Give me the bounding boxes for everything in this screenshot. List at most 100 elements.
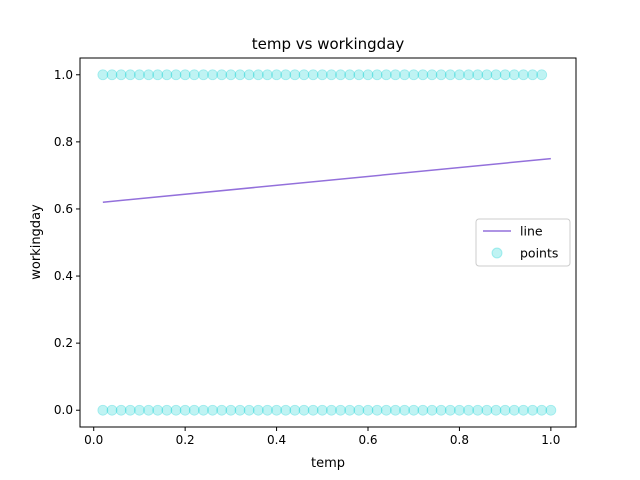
scatter-point <box>417 404 429 416</box>
scatter-point <box>344 69 356 81</box>
chart-title: temp vs workingday <box>252 35 405 53</box>
y-tick-label: 0.8 <box>54 135 73 149</box>
scatter-point <box>435 69 447 81</box>
scatter-point <box>262 69 273 81</box>
scatter-point <box>536 69 548 81</box>
scatter-point <box>527 404 538 416</box>
scatter-point <box>170 404 182 416</box>
scatter-point <box>508 404 520 416</box>
scatter-point <box>380 69 392 81</box>
scatter-point <box>225 404 237 416</box>
scatter-point <box>179 404 191 416</box>
x-tick-label: 0.8 <box>450 433 469 447</box>
scatter-point <box>143 404 154 416</box>
scatter-point <box>161 404 173 416</box>
x-axis-label: temp <box>311 456 345 471</box>
scatter-point <box>271 69 282 81</box>
legend-line-label: line <box>520 224 543 239</box>
scatter-point <box>426 69 438 81</box>
scatter-point <box>143 69 154 81</box>
scatter-point <box>390 404 401 416</box>
scatter-point <box>353 404 365 416</box>
scatter-point <box>444 69 456 81</box>
scatter-point <box>463 404 474 416</box>
scatter-point <box>316 404 328 416</box>
y-axis: 0.0 0.2 0.4 0.6 0.8 1.0 <box>54 68 80 417</box>
legend-points-swatch <box>491 247 503 259</box>
scatter-point <box>298 404 310 416</box>
scatter-point <box>106 69 118 81</box>
y-tick-label: 0.6 <box>54 202 73 216</box>
scatter-point <box>362 404 374 416</box>
scatter-point <box>207 404 218 416</box>
scatter-point <box>252 404 264 416</box>
axes-frame <box>79 57 577 428</box>
scatter-point <box>326 69 337 81</box>
x-tick-label: 1.0 <box>541 433 560 447</box>
scatter-point <box>262 404 273 416</box>
scatter-point <box>408 69 420 81</box>
scatter-point <box>307 69 319 81</box>
scatter-point <box>243 404 255 416</box>
scatter-point <box>106 404 118 416</box>
scatter-point <box>454 404 465 416</box>
scatter-point <box>435 404 447 416</box>
scatter-point <box>289 404 301 416</box>
scatter-point <box>234 69 246 81</box>
scatter-point <box>216 69 228 81</box>
x-axis: 0.0 0.2 0.4 0.6 0.8 1.0 <box>84 427 560 447</box>
scatter-point <box>124 404 136 416</box>
scatter-point <box>499 69 511 81</box>
scatter-point <box>417 69 429 81</box>
scatter-point <box>170 69 182 81</box>
scatter-point <box>307 404 319 416</box>
scatter-point <box>463 69 474 81</box>
scatter-point <box>390 69 401 81</box>
x-tick-label: 0.2 <box>176 433 195 447</box>
scatter-point <box>454 69 465 81</box>
y-tick-label: 1.0 <box>54 68 73 82</box>
scatter-point <box>134 69 145 81</box>
scatter-point <box>280 69 292 81</box>
scatter-point <box>408 404 420 416</box>
scatter-point <box>481 69 493 81</box>
scatter-point <box>371 69 383 81</box>
legend-points-label: points <box>520 246 558 261</box>
trend-line <box>102 157 551 203</box>
scatter-point <box>124 69 136 81</box>
scatter-point <box>335 404 346 416</box>
scatter-point <box>444 404 456 416</box>
scatter-point <box>97 404 109 416</box>
scatter-point <box>134 404 145 416</box>
scatter-point <box>472 404 484 416</box>
scatter-point <box>380 404 392 416</box>
scatter-point <box>280 404 292 416</box>
scatter-point <box>353 69 365 81</box>
x-tick-label: 0.6 <box>358 433 377 447</box>
scatter-point <box>161 69 173 81</box>
y-tick-label: 0.0 <box>54 403 73 417</box>
scatter-point <box>508 69 520 81</box>
scatter-point <box>362 69 374 81</box>
scatter-point <box>298 69 310 81</box>
x-tick-label: 0.0 <box>84 433 103 447</box>
scatter-point <box>399 69 410 81</box>
scatter-point <box>115 404 127 416</box>
scatter-point <box>481 404 493 416</box>
scatter-point <box>527 69 538 81</box>
scatter-point <box>207 69 218 81</box>
legend: line points <box>475 218 571 267</box>
y-tick-label: 0.4 <box>54 269 73 283</box>
scatter-point <box>399 404 410 416</box>
y-tick-label: 0.2 <box>54 336 73 350</box>
scatter-point <box>316 69 328 81</box>
y-axis-label: workingday <box>29 204 44 280</box>
scatter-point <box>426 404 438 416</box>
scatter-point <box>216 404 228 416</box>
scatter-point <box>198 404 209 416</box>
scatter-point <box>234 404 246 416</box>
scatter-point <box>536 404 548 416</box>
scatter-point <box>225 69 237 81</box>
scatter-point <box>152 404 164 416</box>
